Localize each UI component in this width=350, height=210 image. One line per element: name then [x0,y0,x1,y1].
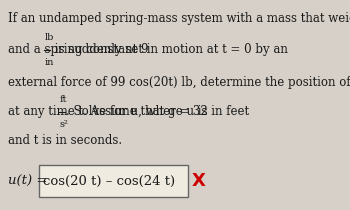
Text: u(t) =: u(t) = [8,175,48,188]
Text: at any time t. Assume that g = 32: at any time t. Assume that g = 32 [8,105,212,118]
Text: X: X [192,172,205,190]
Text: and a spring constant 9: and a spring constant 9 [8,43,153,56]
Text: external force of 99 cos(20t) lb, determine the position of the mass: external force of 99 cos(20t) lb, determ… [8,76,350,89]
Text: in: in [45,58,55,67]
Text: s²: s² [60,120,68,129]
Text: ft: ft [60,95,67,104]
Text: If an undamped spring-mass system with a mass that weighs 6 lb: If an undamped spring-mass system with a… [8,12,350,25]
Text: is suddenly set in motion at t = 0 by an: is suddenly set in motion at t = 0 by an [51,43,288,56]
Text: . Solve for u, where u is in feet: . Solve for u, where u is in feet [66,105,249,118]
FancyBboxPatch shape [39,165,188,197]
Text: cos(20 t) – cos(24 t): cos(20 t) – cos(24 t) [43,175,175,188]
Text: lb: lb [45,33,54,42]
Text: and t is in seconds.: and t is in seconds. [8,134,122,147]
